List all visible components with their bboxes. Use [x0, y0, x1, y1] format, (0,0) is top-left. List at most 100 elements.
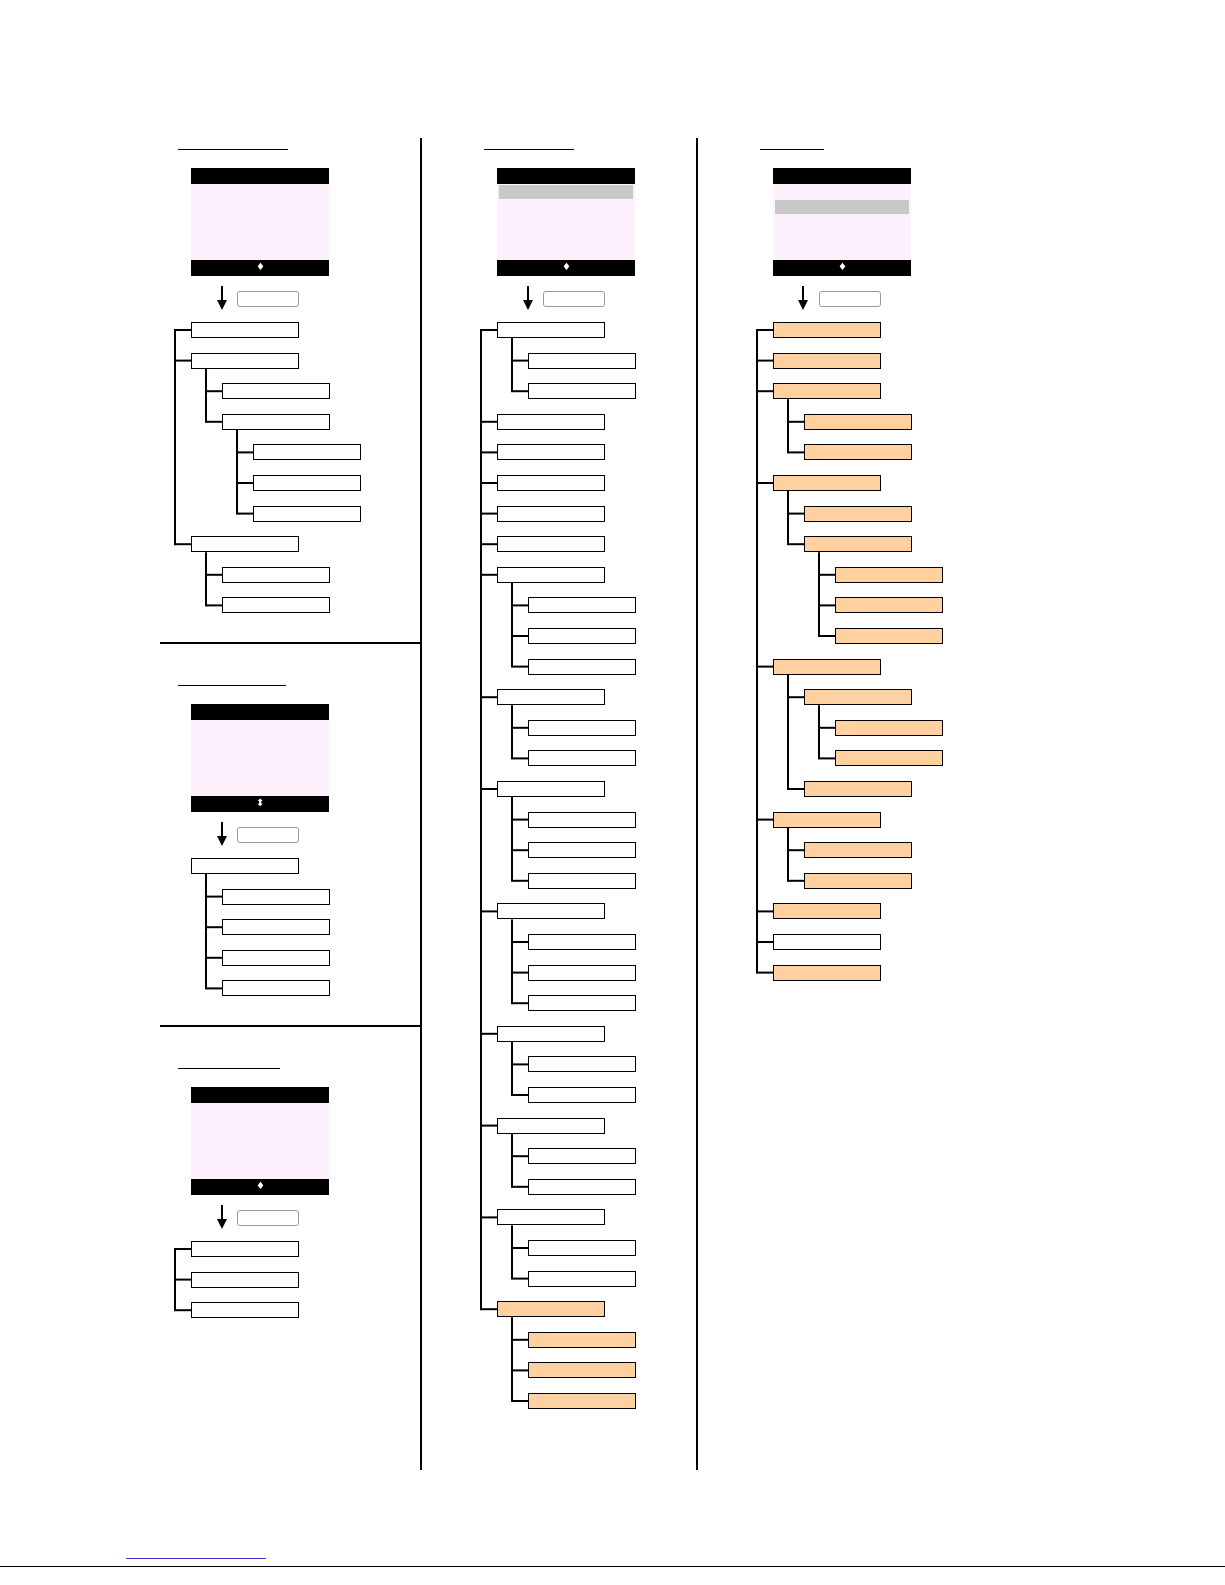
- menu-col1-a-item: [222, 566, 330, 583]
- menu-col3-item: [804, 505, 912, 522]
- menu-col2-item: [528, 628, 636, 644]
- menu-col2-item: [528, 995, 636, 1012]
- menu-col2-item: [497, 505, 605, 522]
- down-arrow-icon: [217, 1219, 227, 1229]
- lcd-header-bar: [191, 1087, 329, 1103]
- scroll-arrow-icon: ♦: [256, 1181, 265, 1192]
- menu-col2-item: [528, 597, 636, 614]
- menu-col3-item: [804, 872, 912, 889]
- menu-col3-item: [773, 903, 881, 920]
- menu-col1-c-item: [191, 1241, 299, 1257]
- menu-col2-item: [497, 1025, 605, 1042]
- menu-col1-b-title-underline: [178, 685, 286, 686]
- menu-col2-item: [497, 1117, 605, 1134]
- menu-col2-title-underline: [484, 149, 574, 150]
- enter-key-box: [237, 1210, 299, 1226]
- menu-col1-b-item: [222, 919, 330, 936]
- section-divider-2: [160, 1025, 420, 1027]
- lcd-header-bar: [497, 168, 635, 184]
- menu-col2-item: [497, 444, 605, 461]
- lcd-footer-bar: [191, 796, 329, 812]
- menu-col2-item: [528, 383, 636, 400]
- lcd-header-bar: [773, 168, 911, 184]
- down-arrow-icon: [217, 300, 227, 310]
- lcd-screen-col1-b: ⬍: [191, 704, 329, 812]
- lcd-footer-bar: [497, 260, 635, 276]
- menu-col3-item: [773, 475, 881, 491]
- menu-col1-b-item: [222, 980, 330, 997]
- menu-col1-a-item: [191, 352, 299, 369]
- menu-col3-item: [804, 413, 912, 430]
- enter-key-box: [237, 291, 299, 307]
- lcd-footer-bar: [191, 260, 329, 276]
- footer-link-underline[interactable]: [126, 1558, 266, 1559]
- menu-col3-item: [835, 566, 943, 583]
- menu-col3-item: [835, 750, 943, 767]
- menu-col2-item: [497, 1301, 605, 1318]
- scroll-updown-icon: ⬍: [256, 798, 265, 809]
- menu-col1-b-item: [222, 949, 330, 966]
- scroll-arrow-icon: ♦: [838, 262, 847, 273]
- enter-key-box: [237, 827, 299, 843]
- lcd-footer-bar: [773, 260, 911, 276]
- menu-col2-item: [528, 1240, 636, 1256]
- menu-col2-item: [528, 1087, 636, 1103]
- menu-col2-item: [497, 566, 605, 583]
- menu-col2-item: [497, 781, 605, 797]
- menu-col2-item: [528, 964, 636, 981]
- menu-col3-item: [773, 964, 881, 981]
- enter-key-box: [819, 291, 881, 307]
- menu-col2-item: [528, 1270, 636, 1287]
- menu-col2-item: [528, 352, 636, 369]
- menu-col3-item: [835, 719, 943, 736]
- menu-col2-item: [528, 1056, 636, 1073]
- menu-col2-item: [528, 1362, 636, 1379]
- menu-col3-item: [835, 597, 943, 614]
- menu-col2-item: [528, 934, 636, 950]
- menu-col2-item: [528, 719, 636, 736]
- scroll-arrow-icon: ♦: [256, 262, 265, 273]
- menu-col3-item: [804, 536, 912, 553]
- column-divider-right: [696, 138, 698, 1470]
- menu-col1-c-item: [191, 1271, 299, 1288]
- menu-col1-b-item: [222, 888, 330, 905]
- menu-col3-item: [804, 444, 912, 461]
- lcd-header-bar: [191, 704, 329, 720]
- menu-col3-item: [773, 352, 881, 369]
- menu-col2-item: [528, 1178, 636, 1195]
- menu-col2-item: [497, 413, 605, 430]
- down-arrow-icon: [217, 836, 227, 846]
- lcd-screen-col3: ♦: [773, 168, 911, 276]
- menu-col3-title-underline: [760, 149, 824, 150]
- section-divider-1: [160, 642, 420, 644]
- menu-col2-item: [528, 1331, 636, 1348]
- menu-col2-item: [528, 872, 636, 889]
- menu-col2-item: [528, 811, 636, 828]
- menu-col2-item: [528, 1393, 636, 1409]
- menu-col1-a-item: [191, 322, 299, 338]
- menu-col1-a-item: [191, 536, 299, 553]
- menu-col2-item: [497, 322, 605, 338]
- page-footer-rule: [0, 1566, 1225, 1567]
- menu-col2-item: [528, 842, 636, 859]
- menu-col2-item: [497, 1209, 605, 1226]
- menu-col2-item: [497, 903, 605, 920]
- menu-col1-a-item: [253, 505, 361, 522]
- menu-col3-item: [773, 811, 881, 828]
- menu-col1-a-title-underline: [178, 149, 288, 150]
- menu-col2-item: [497, 536, 605, 553]
- down-arrow-icon: [798, 300, 808, 310]
- menu-col3-item: [804, 781, 912, 797]
- menu-col2-item: [528, 750, 636, 767]
- lcd-selection-bar: [775, 200, 909, 214]
- menu-col1-a-item: [222, 413, 330, 430]
- lcd-screen-col1-c: ♦: [191, 1087, 329, 1195]
- menu-col1-b-item: [191, 858, 299, 874]
- menu-col1-c-title-underline: [178, 1068, 280, 1069]
- menu-col1-a-item: [253, 444, 361, 461]
- menu-col3-item: [804, 689, 912, 706]
- lcd-footer-bar: [191, 1179, 329, 1195]
- lcd-screen-col2: ♦: [497, 168, 635, 276]
- lcd-header-bar: [191, 168, 329, 184]
